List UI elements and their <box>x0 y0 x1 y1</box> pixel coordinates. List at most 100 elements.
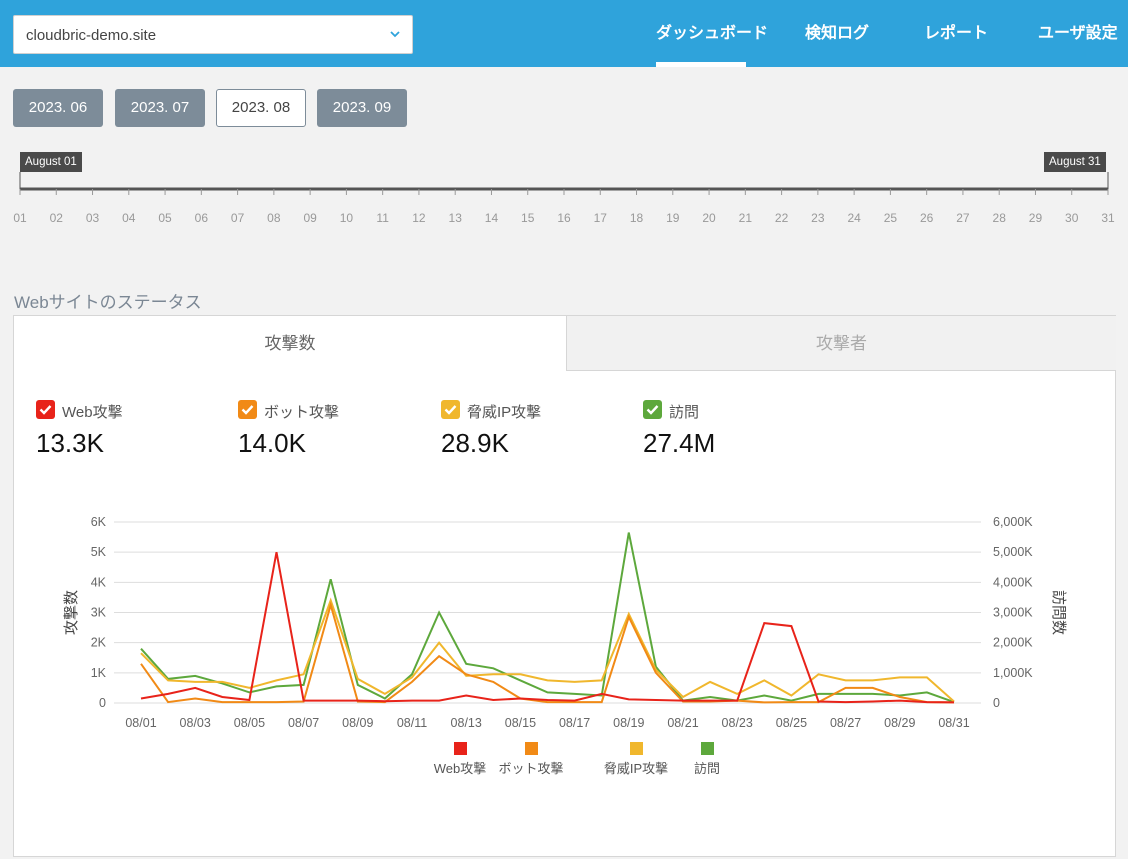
nav-report[interactable]: レポート <box>924 25 989 42</box>
timeline-day-label: 11 <box>376 211 389 225</box>
timeline-day-label: 24 <box>847 211 861 225</box>
timeline-day-label: 02 <box>50 211 64 225</box>
x-tick-label: 08/27 <box>830 716 861 730</box>
y-tick-label: 6K <box>91 515 107 529</box>
timeline-day-label: 06 <box>195 211 209 225</box>
legend-label: Web攻撃 <box>434 761 487 776</box>
stat-label: ボット攻撃 <box>264 404 340 421</box>
top-bar: cloudbric-demo.site ダッシュボード 検知ログ レポート ユー… <box>0 0 1128 67</box>
timeline-slider[interactable]: 01 02 03 04 05 06 07 08 09 10 11 12 13 14 15 16 17 18 19 20… <box>0 170 1128 230</box>
check-icon <box>444 405 457 415</box>
x-tick-label: 08/11 <box>397 716 427 730</box>
timeline-day-label: 15 <box>521 211 535 225</box>
x-tick-label: 08/05 <box>234 716 265 730</box>
y2-tick-label: 4,000K <box>993 575 1033 589</box>
timeline-day-label: 03 <box>86 211 100 225</box>
x-tick-label: 08/31 <box>938 716 969 730</box>
timeline-day-label: 26 <box>920 211 934 225</box>
y2-axis-title: 訪問数 <box>1050 590 1067 635</box>
x-tick-label: 08/03 <box>180 716 211 730</box>
web-attack-checkbox[interactable] <box>36 400 55 419</box>
timeline-day-label: 19 <box>666 211 680 225</box>
series-line-4 <box>140 532 955 704</box>
timeline-day-label: 23 <box>811 211 825 225</box>
timeline-day-label: 25 <box>884 211 898 225</box>
check-icon <box>39 405 52 415</box>
x-tick-label: 08/09 <box>342 716 373 730</box>
timeline-day-label: 01 <box>13 211 27 225</box>
y2-tick-label: 6,000K <box>993 515 1033 529</box>
legend-label: 脅威IP攻撃 <box>604 761 668 776</box>
nav-dashboard[interactable]: ダッシュボード <box>656 25 769 42</box>
timeline-day-label: 20 <box>702 211 716 225</box>
legend-swatch <box>525 742 538 755</box>
y-tick-label: 3K <box>91 606 107 620</box>
timeline-day-label: 31 <box>1101 211 1115 225</box>
series-line-1 <box>140 552 955 704</box>
tab-attack-count[interactable]: 攻撃数 <box>14 316 566 371</box>
y-tick-label: 5K <box>91 545 107 559</box>
site-select[interactable]: cloudbric-demo.site <box>13 15 413 54</box>
timeline-day-label: 16 <box>557 211 571 225</box>
nav-user-settings[interactable]: ユーザ設定 <box>1038 25 1118 42</box>
timeline-day-label: 14 <box>485 211 499 225</box>
chevron-down-icon <box>390 31 400 38</box>
stat-label: 訪問 <box>669 404 700 421</box>
bot-attack-checkbox[interactable] <box>238 400 257 419</box>
timeline-day-label: 29 <box>1029 211 1043 225</box>
threat-ip-checkbox[interactable] <box>441 400 460 419</box>
timeline-day-label: 13 <box>449 211 463 225</box>
timeline-day-label: 08 <box>267 211 281 225</box>
legend-label: ボット攻撃 <box>498 761 563 776</box>
x-tick-label: 08/07 <box>288 716 319 730</box>
site-select-value: cloudbric-demo.site <box>26 27 157 44</box>
x-tick-label: 08/13 <box>451 716 482 730</box>
stat-label: Web攻撃 <box>62 404 123 421</box>
timeline-day-label: 22 <box>775 211 789 225</box>
legend-swatch <box>630 742 643 755</box>
stat-label: 脅威IP攻撃 <box>467 404 542 421</box>
y-tick-label: 1K <box>91 666 107 680</box>
y-tick-label: 4K <box>91 575 107 589</box>
y-tick-label: 2K <box>91 636 107 650</box>
timeline-day-label: 18 <box>630 211 644 225</box>
check-icon <box>646 405 659 415</box>
series-line-3 <box>140 597 955 703</box>
timeline-day-label: 12 <box>412 211 426 225</box>
timeline-day-label: 05 <box>158 211 172 225</box>
y2-tick-label: 1,000K <box>993 666 1033 680</box>
y2-tick-label: 0 <box>993 696 1000 710</box>
y-tick-label: 0 <box>99 696 106 710</box>
nav-active-indicator <box>656 62 746 67</box>
x-tick-label: 08/29 <box>884 716 915 730</box>
attack-chart: 0 1K 2K 3K 4K 5K 6K 0 1,000K 2,000K 3,000K 4,000K 5,… <box>63 515 1067 776</box>
x-tick-label: 08/15 <box>505 716 536 730</box>
timeline-end-handle[interactable]: August 31 <box>1044 152 1106 172</box>
stat-value: 27.4M <box>643 428 716 458</box>
y-axis-title: 攻撃数 <box>63 590 80 635</box>
y2-tick-label: 3,000K <box>993 606 1033 620</box>
visits-checkbox[interactable] <box>643 400 662 419</box>
timeline-start-handle[interactable]: August 01 <box>20 152 82 172</box>
nav-detection-log[interactable]: 検知ログ <box>805 25 870 42</box>
timeline-day-label: 27 <box>956 211 970 225</box>
series-line-2 <box>140 601 955 704</box>
y2-tick-label: 2,000K <box>993 636 1033 650</box>
legend-swatch <box>454 742 467 755</box>
month-button-2023-06[interactable]: 2023. 06 <box>13 89 103 127</box>
x-tick-label: 08/25 <box>776 716 807 730</box>
tab-attackers[interactable]: 攻撃者 <box>566 316 1116 371</box>
month-button-2023-07[interactable]: 2023. 07 <box>115 89 205 127</box>
month-button-2023-08[interactable]: 2023. 08 <box>216 89 306 127</box>
month-button-2023-09[interactable]: 2023. 09 <box>317 89 407 127</box>
x-tick-label: 08/19 <box>613 716 644 730</box>
legend-label: 訪問 <box>694 761 720 776</box>
x-tick-label: 08/23 <box>722 716 753 730</box>
section-title: Webサイトのステータス <box>14 293 202 312</box>
timeline-day-label: 17 <box>594 211 608 225</box>
x-tick-label: 08/01 <box>125 716 156 730</box>
x-tick-label: 08/21 <box>667 716 698 730</box>
timeline-day-label: 09 <box>303 211 317 225</box>
timeline-day-label: 07 <box>231 211 245 225</box>
stat-value: 13.3K <box>36 428 104 458</box>
